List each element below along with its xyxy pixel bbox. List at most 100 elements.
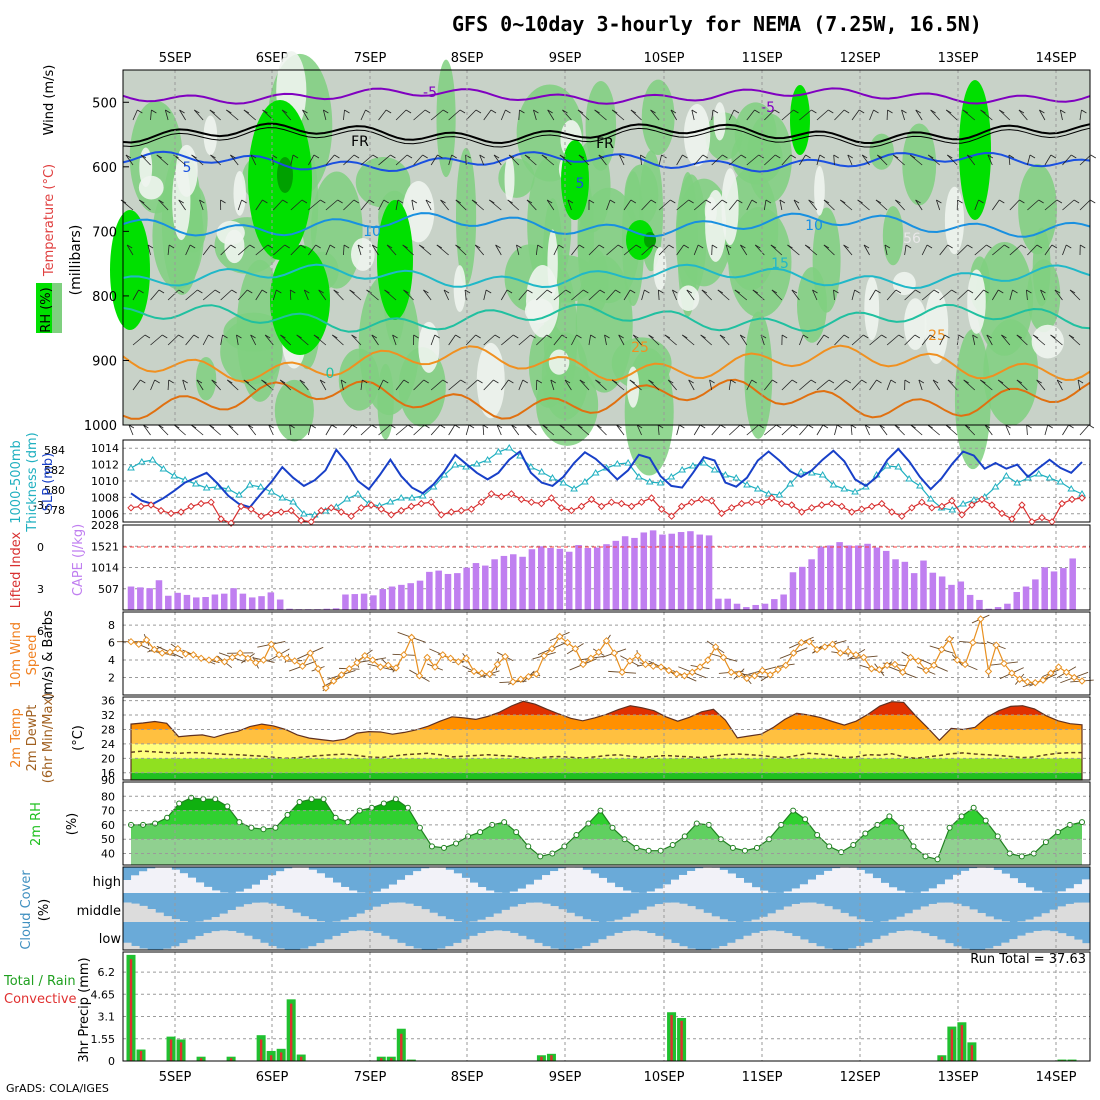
cloud-cell xyxy=(928,888,938,893)
upper-wind-barb xyxy=(812,289,818,301)
rh-light-area xyxy=(677,172,699,318)
upper-wind-barb xyxy=(1032,334,1046,346)
precip-tick-label: 0 xyxy=(108,1055,115,1068)
upper-wind-barb xyxy=(475,334,481,339)
wind-speed-line-point xyxy=(275,651,283,659)
upper-wind-barb xyxy=(250,334,257,346)
upper-wind-barb xyxy=(178,289,184,294)
upper-wind-barb xyxy=(616,424,625,436)
cloud-cell xyxy=(268,875,277,893)
upper-wind-barb xyxy=(1036,244,1043,249)
upper-wind-barb xyxy=(475,109,482,114)
upper-wind-barb xyxy=(648,379,660,391)
upper-wind-barb xyxy=(598,244,605,249)
upper-wind-barb xyxy=(927,424,940,436)
cape-bar xyxy=(994,607,1002,610)
upper-wind-barb xyxy=(833,289,835,301)
cape-bar xyxy=(799,566,806,610)
upper-wind-barb xyxy=(804,244,818,256)
minmax-axis-label: (6hr Min/Max) xyxy=(41,693,56,783)
cloud-cell xyxy=(1017,921,1027,922)
lifted-index-line-point xyxy=(317,506,325,515)
upper-wind-barb xyxy=(926,244,933,249)
cloud-cell xyxy=(372,932,382,950)
cloud-cell xyxy=(936,884,946,893)
upper-wind-barb xyxy=(1080,244,1086,249)
cloud-cell xyxy=(832,909,841,922)
upper-wind-barb xyxy=(915,109,921,114)
isotherm-label: -5 xyxy=(423,85,437,101)
upper-wind-barb xyxy=(125,154,134,166)
thickness-line-point xyxy=(689,462,697,469)
lifted-index-line-point xyxy=(357,504,365,512)
rh-light-area xyxy=(1018,163,1057,255)
upper-wind-barb xyxy=(290,244,301,256)
wind-speed-line-point xyxy=(345,665,353,673)
cloud-cell xyxy=(679,946,688,950)
wind-speed-line-point xyxy=(852,651,860,659)
wind-speed-line-point xyxy=(267,640,276,649)
temp-band xyxy=(131,758,1082,773)
cloud-cell xyxy=(533,902,543,922)
rh-line-point xyxy=(1079,819,1085,826)
upper-wind-barb xyxy=(222,334,228,339)
upper-wind-barb xyxy=(980,109,986,114)
cloud-cell xyxy=(405,875,414,893)
temperature-axis-label: Temperature (°C) xyxy=(42,164,57,277)
upper-wind-barb xyxy=(929,334,936,339)
rh2m-axis-label: 2m RH xyxy=(29,802,44,846)
upper-wind-barb xyxy=(403,289,409,294)
upper-wind-barb xyxy=(210,154,221,166)
upper-wind-barb xyxy=(774,109,780,114)
upper-wind-barb xyxy=(641,199,652,211)
cloud-cell xyxy=(163,948,172,950)
cloud-cell xyxy=(840,912,849,922)
upper-wind-barb xyxy=(202,334,209,346)
cloud-cell xyxy=(864,942,873,950)
upper-wind-barb xyxy=(579,379,590,391)
cloud-cell xyxy=(171,946,180,950)
upper-wind-barb xyxy=(901,109,907,114)
cape-bar xyxy=(649,530,657,610)
thickness-line-point xyxy=(1034,470,1043,477)
upper-wind-barb xyxy=(683,244,689,249)
upper-wind-barb xyxy=(402,244,414,256)
upper-wind-barb xyxy=(140,379,146,384)
lifted-index-line-point xyxy=(968,501,976,509)
upper-wind-barb xyxy=(307,424,312,436)
thickness-line-point xyxy=(191,480,200,487)
cloud-cell xyxy=(316,921,325,922)
cloud-cell xyxy=(171,919,180,922)
upper-wind-barb xyxy=(1054,289,1063,301)
isotherm-label: FR xyxy=(351,134,369,150)
upper-wind-barb xyxy=(150,379,156,391)
lifted-index-line-point xyxy=(828,499,836,508)
upper-wind-barb xyxy=(372,244,378,249)
thickness-tick-label: 582 xyxy=(44,464,65,477)
cloud-cell xyxy=(783,891,793,893)
upper-wind-barb xyxy=(189,244,196,249)
upper-wind-barb xyxy=(360,199,370,211)
upper-wind-barb xyxy=(612,109,618,114)
slp-tick-label: 1012 xyxy=(91,459,119,472)
upper-wind-barb xyxy=(553,244,559,256)
upper-wind-barb xyxy=(464,289,467,301)
thickness-line-point xyxy=(775,491,784,498)
wind-speed-line-point xyxy=(548,644,556,653)
upper-wind-barb xyxy=(303,289,309,301)
rh-tick-label: 70 xyxy=(101,805,115,818)
pressure-tick-label: 900 xyxy=(92,354,117,369)
wind-speed-line-point xyxy=(337,671,346,679)
wind-speed-line-point xyxy=(314,665,322,673)
cloud-cell xyxy=(284,909,293,922)
upper-wind-barb xyxy=(579,379,586,384)
upper-wind-barb xyxy=(430,424,441,436)
upper-wind-barb xyxy=(536,289,548,301)
cloud-cell xyxy=(832,868,841,893)
cloud-cell xyxy=(888,919,898,922)
upper-wind-barb xyxy=(282,199,288,204)
upper-wind-barb xyxy=(202,289,216,301)
upper-wind-barb xyxy=(799,109,812,121)
wind-speed-line-point xyxy=(158,649,166,657)
wind-speed-line-point xyxy=(517,675,525,683)
